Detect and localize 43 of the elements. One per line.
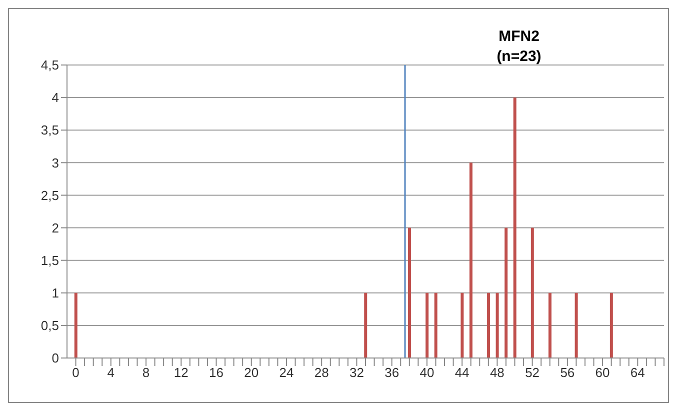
x-tick-label: 12: [174, 365, 188, 380]
y-tick-label: 3: [52, 155, 59, 170]
x-tick-label: 20: [244, 365, 259, 380]
x-tick-label: 40: [420, 365, 434, 380]
chart-title: MFN2 (n=23): [496, 27, 542, 67]
bar: [487, 292, 490, 358]
y-tick-label: 2,5: [40, 188, 59, 203]
x-tick-label: 60: [595, 365, 610, 380]
x-tick-label: 28: [314, 365, 329, 380]
bar: [530, 228, 534, 358]
bar: [610, 292, 613, 358]
bar: [364, 292, 368, 358]
bar: [496, 292, 499, 358]
bar: [548, 292, 552, 358]
y-tick-label: 4,5: [40, 58, 59, 73]
bar: [574, 292, 578, 358]
bar: [426, 292, 429, 358]
bar: [504, 228, 508, 358]
x-tick-label: 8: [142, 365, 150, 380]
y-tick-label: 0: [52, 350, 59, 366]
y-tick-label: 1: [52, 286, 59, 301]
x-tick-label: 0: [72, 365, 80, 380]
x-tick-label: 44: [454, 365, 470, 380]
x-tick-label: 36: [384, 365, 400, 380]
x-tick-label: 52: [525, 365, 540, 380]
y-tick-label: 4: [52, 90, 59, 106]
bar: [460, 292, 464, 358]
bar: [513, 98, 516, 358]
x-tick-label: 56: [560, 365, 575, 380]
x-tick-label: 16: [209, 365, 224, 380]
bar: [408, 228, 412, 358]
y-tick-label: 1,5: [40, 252, 59, 268]
x-tick-label: 48: [490, 365, 504, 380]
y-tick-label: 0,5: [40, 318, 59, 334]
x-tick-label: 24: [279, 365, 294, 380]
bar: [74, 292, 78, 358]
x-tick-label: 4: [107, 365, 115, 380]
bar: [434, 292, 438, 358]
y-tick-label: 3,5: [40, 122, 59, 138]
x-tick-label: 32: [349, 365, 364, 380]
y-tick-label: 2: [52, 220, 59, 236]
x-tick-label: 64: [630, 365, 645, 380]
bar: [469, 162, 472, 358]
